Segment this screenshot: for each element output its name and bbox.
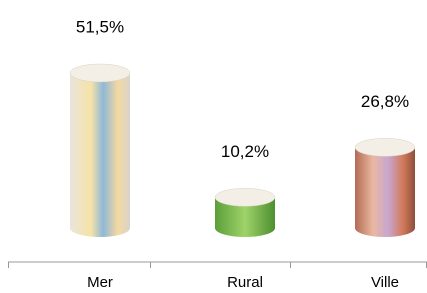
bar-top — [70, 64, 130, 82]
bar-top — [215, 188, 275, 206]
bar — [70, 73, 130, 228]
value-label: 26,8% — [361, 92, 409, 111]
bar — [355, 147, 415, 228]
x-axis — [8, 262, 427, 268]
bar-top — [355, 138, 415, 156]
x-tick-label: Rural — [227, 274, 263, 291]
x-tick-label: Ville — [371, 274, 399, 291]
chart: Mer 51,5% Rural 10,2% Ville 26,8% — [0, 0, 427, 293]
value-label: 51,5% — [76, 17, 124, 36]
x-tick-label: Mer — [87, 274, 113, 291]
value-label: 10,2% — [221, 142, 269, 161]
